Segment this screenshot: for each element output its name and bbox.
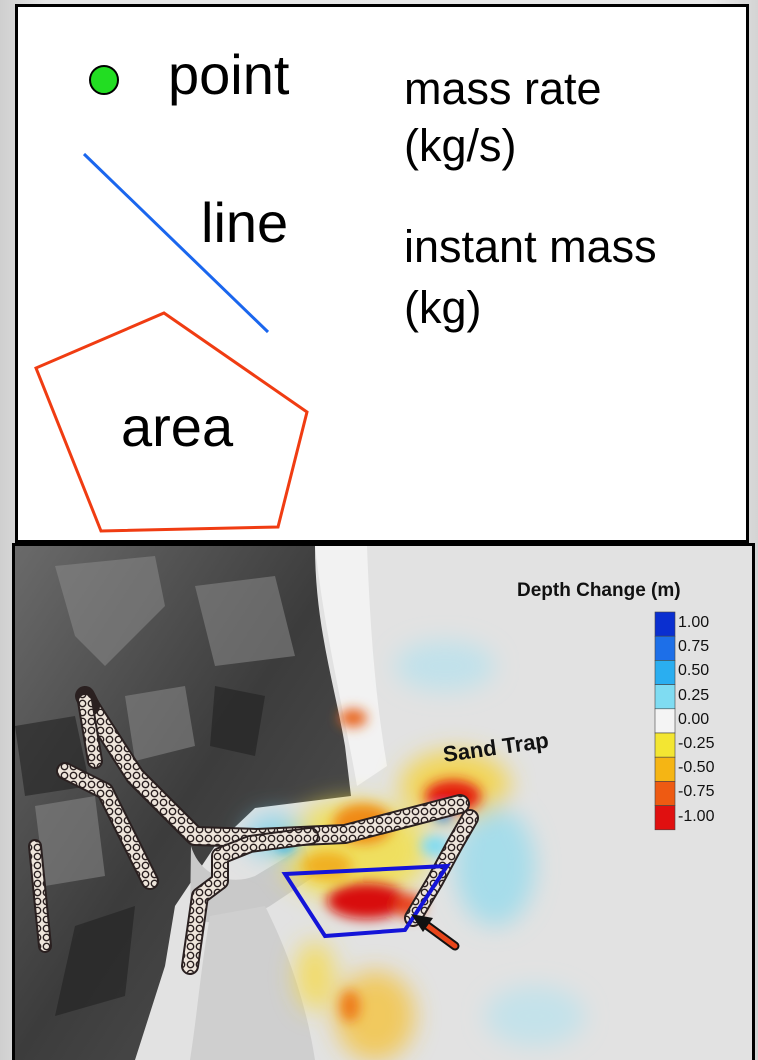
colorbar-tick-label: 1.00 — [678, 614, 710, 631]
colorbar-tick-label: 0.75 — [678, 638, 710, 656]
colorbar-swatch — [654, 611, 676, 637]
mass-rate-label: mass rate — [404, 63, 602, 114]
line-label: line — [201, 191, 289, 254]
colorbar-tick-label: -0.50 — [678, 759, 715, 777]
jetty-structures — [28, 686, 479, 975]
line-symbol-icon — [82, 152, 270, 334]
colorbar-swatch — [654, 660, 676, 685]
lower-west-segment — [30, 841, 50, 951]
mass-rate-unit: (kg/s) — [404, 120, 517, 171]
point-label: point — [168, 43, 290, 106]
colorbar — [654, 611, 676, 831]
colorbar-title: Depth Change (m) — [517, 580, 681, 601]
area-label: area — [121, 395, 234, 458]
colorbar-swatch — [654, 805, 676, 831]
colorbar-swatch — [654, 635, 676, 661]
instant-mass-unit: (kg) — [404, 282, 482, 333]
upper-jetty-segment — [79, 695, 101, 767]
colorbar-swatch — [654, 708, 676, 734]
legend-panel: point line area mass rate (kg/s) instant… — [15, 4, 749, 543]
colorbar-swatch — [654, 781, 676, 806]
north-jetty — [82, 698, 468, 846]
inlet-channel — [190, 906, 315, 1060]
depth-change-map: Depth Change (m) 1.00 0.75 0.50 0.25 0.00 -0.… — [12, 543, 755, 1060]
colorbar-swatch — [654, 756, 676, 782]
instant-mass-label: instant mass — [404, 221, 657, 272]
colorbar-tick-label: 0.25 — [678, 686, 710, 704]
beach-strip — [315, 546, 387, 786]
sand-trap-polygon — [281, 863, 451, 939]
map-graphics — [15, 546, 752, 1060]
point-symbol-icon — [89, 65, 119, 95]
sand-trap-arrow-icon — [411, 914, 460, 951]
colorbar-tick-label: 0.50 — [678, 662, 710, 680]
south-jetty — [183, 829, 317, 973]
colorbar-swatch — [654, 732, 676, 758]
colorbar-tick-label: -1.00 — [678, 807, 715, 825]
colorbar-swatch — [654, 684, 676, 710]
colorbar-tick-label: -0.25 — [678, 735, 715, 752]
land-texture — [35, 556, 295, 886]
west-jetty — [58, 764, 157, 888]
legend-graphics — [34, 65, 309, 533]
colorbar-tick-label: 0.00 — [678, 710, 710, 728]
area-symbol-icon — [34, 311, 309, 533]
colorbar-tick-label: -0.75 — [678, 783, 715, 801]
